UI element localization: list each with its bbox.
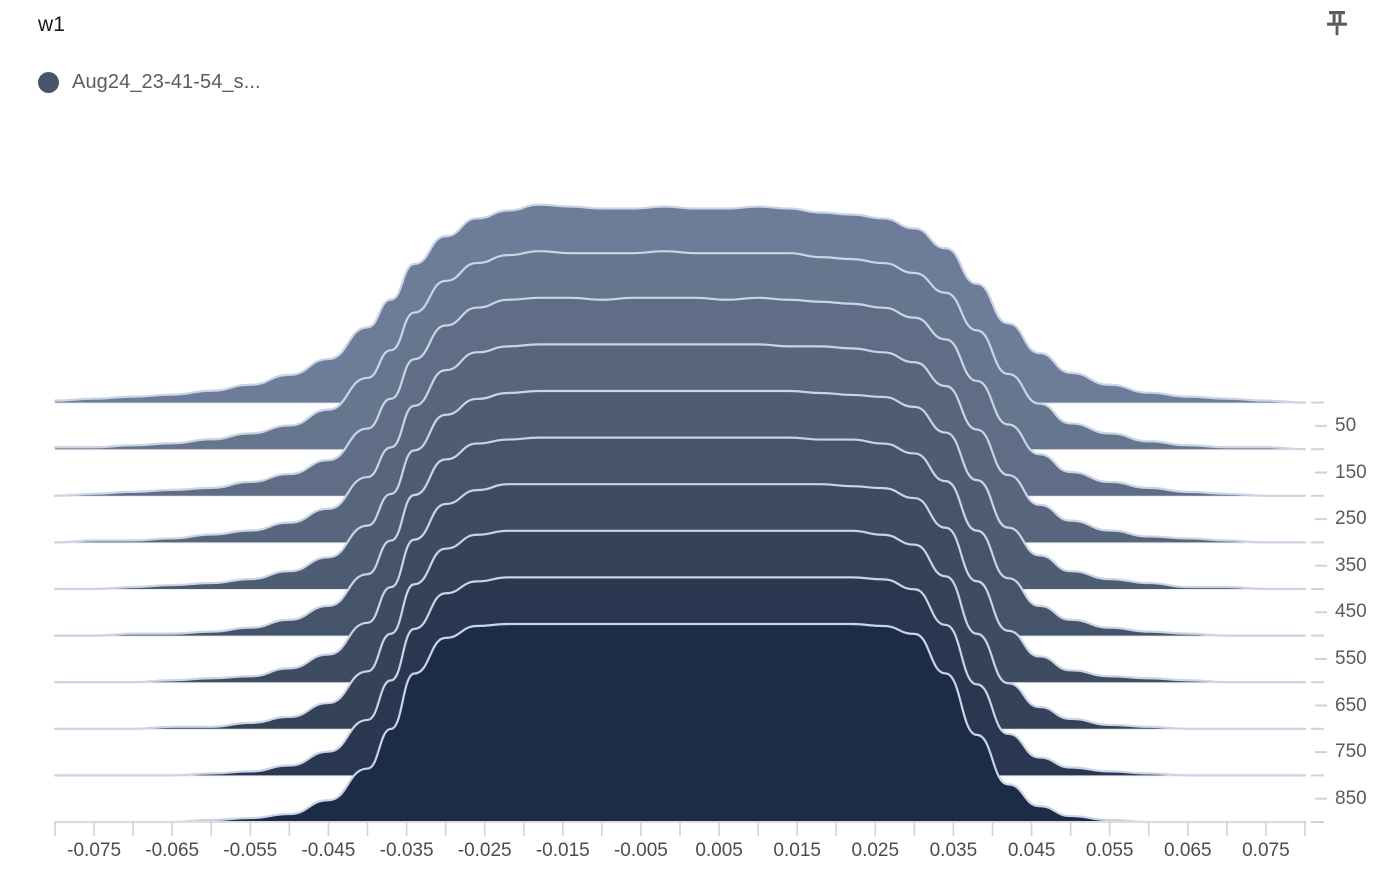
- ridge-outline: [53, 576, 1307, 777]
- y-axis-tick-label: 750: [1335, 741, 1367, 763]
- y-axis-tick-label: 850: [1335, 787, 1367, 809]
- y-axis-tick-label: 250: [1335, 508, 1367, 530]
- legend-dot-icon: [38, 71, 59, 93]
- x-axis-tick-label: -0.025: [457, 840, 512, 861]
- pushpin-icon[interactable]: [1320, 6, 1354, 40]
- x-axis-tick-label: -0.065: [145, 840, 200, 861]
- x-axis-tick-label: 0.025: [851, 840, 900, 861]
- x-axis-tick-label: -0.075: [67, 840, 122, 861]
- ridge-outline: [53, 250, 1307, 451]
- x-axis-tick-label: 0.075: [1242, 840, 1290, 861]
- ridge-outline: [53, 203, 1307, 404]
- axis-layer: [54, 424, 1327, 836]
- ridge-outline: [53, 483, 1307, 684]
- ridge-outline: [53, 622, 1307, 824]
- x-axis-tick-label: -0.015: [535, 840, 590, 861]
- ridge-outline: [53, 296, 1307, 497]
- panel-header: w1: [0, 0, 1398, 58]
- x-axis-tick-label: -0.055: [223, 840, 278, 861]
- y-axis-tick-label: 450: [1335, 601, 1367, 623]
- x-axis-tick-label: 0.045: [1007, 840, 1056, 861]
- legend: Aug24_23-41-54_s...: [38, 66, 261, 98]
- y-axis-tick-label: 150: [1335, 461, 1367, 483]
- y-axis-tick-label: 650: [1335, 694, 1367, 716]
- x-axis-tick-label: 0.015: [773, 840, 821, 861]
- ridge-series-layer: [53, 203, 1307, 824]
- legend-item[interactable]: Aug24_23-41-54_s...: [38, 70, 261, 94]
- legend-item-label: Aug24_23-41-54_s...: [72, 71, 261, 93]
- x-axis-tick-label: -0.005: [613, 840, 668, 861]
- x-axis-tick-label: 0.005: [695, 840, 743, 861]
- x-axis-tick-label: 0.055: [1085, 840, 1134, 861]
- ridge-outline: [53, 529, 1307, 730]
- ridge-outline: [53, 389, 1307, 591]
- x-axis-tick-label: 0.065: [1164, 840, 1212, 861]
- ridge-outline: [53, 436, 1307, 637]
- x-axis-tick-label: -0.035: [379, 840, 434, 861]
- ridge-outline: [53, 343, 1307, 544]
- y-axis-tick-label: 50: [1335, 414, 1357, 436]
- y-axis-tick-label: 550: [1335, 647, 1367, 669]
- y-axis-tick-label: 350: [1335, 554, 1367, 576]
- ridge-area[interactable]: [55, 624, 1305, 822]
- x-axis-tick-label: 0.035: [929, 840, 978, 861]
- x-axis-tick-label: -0.045: [301, 840, 356, 861]
- page-title: w1: [38, 13, 66, 36]
